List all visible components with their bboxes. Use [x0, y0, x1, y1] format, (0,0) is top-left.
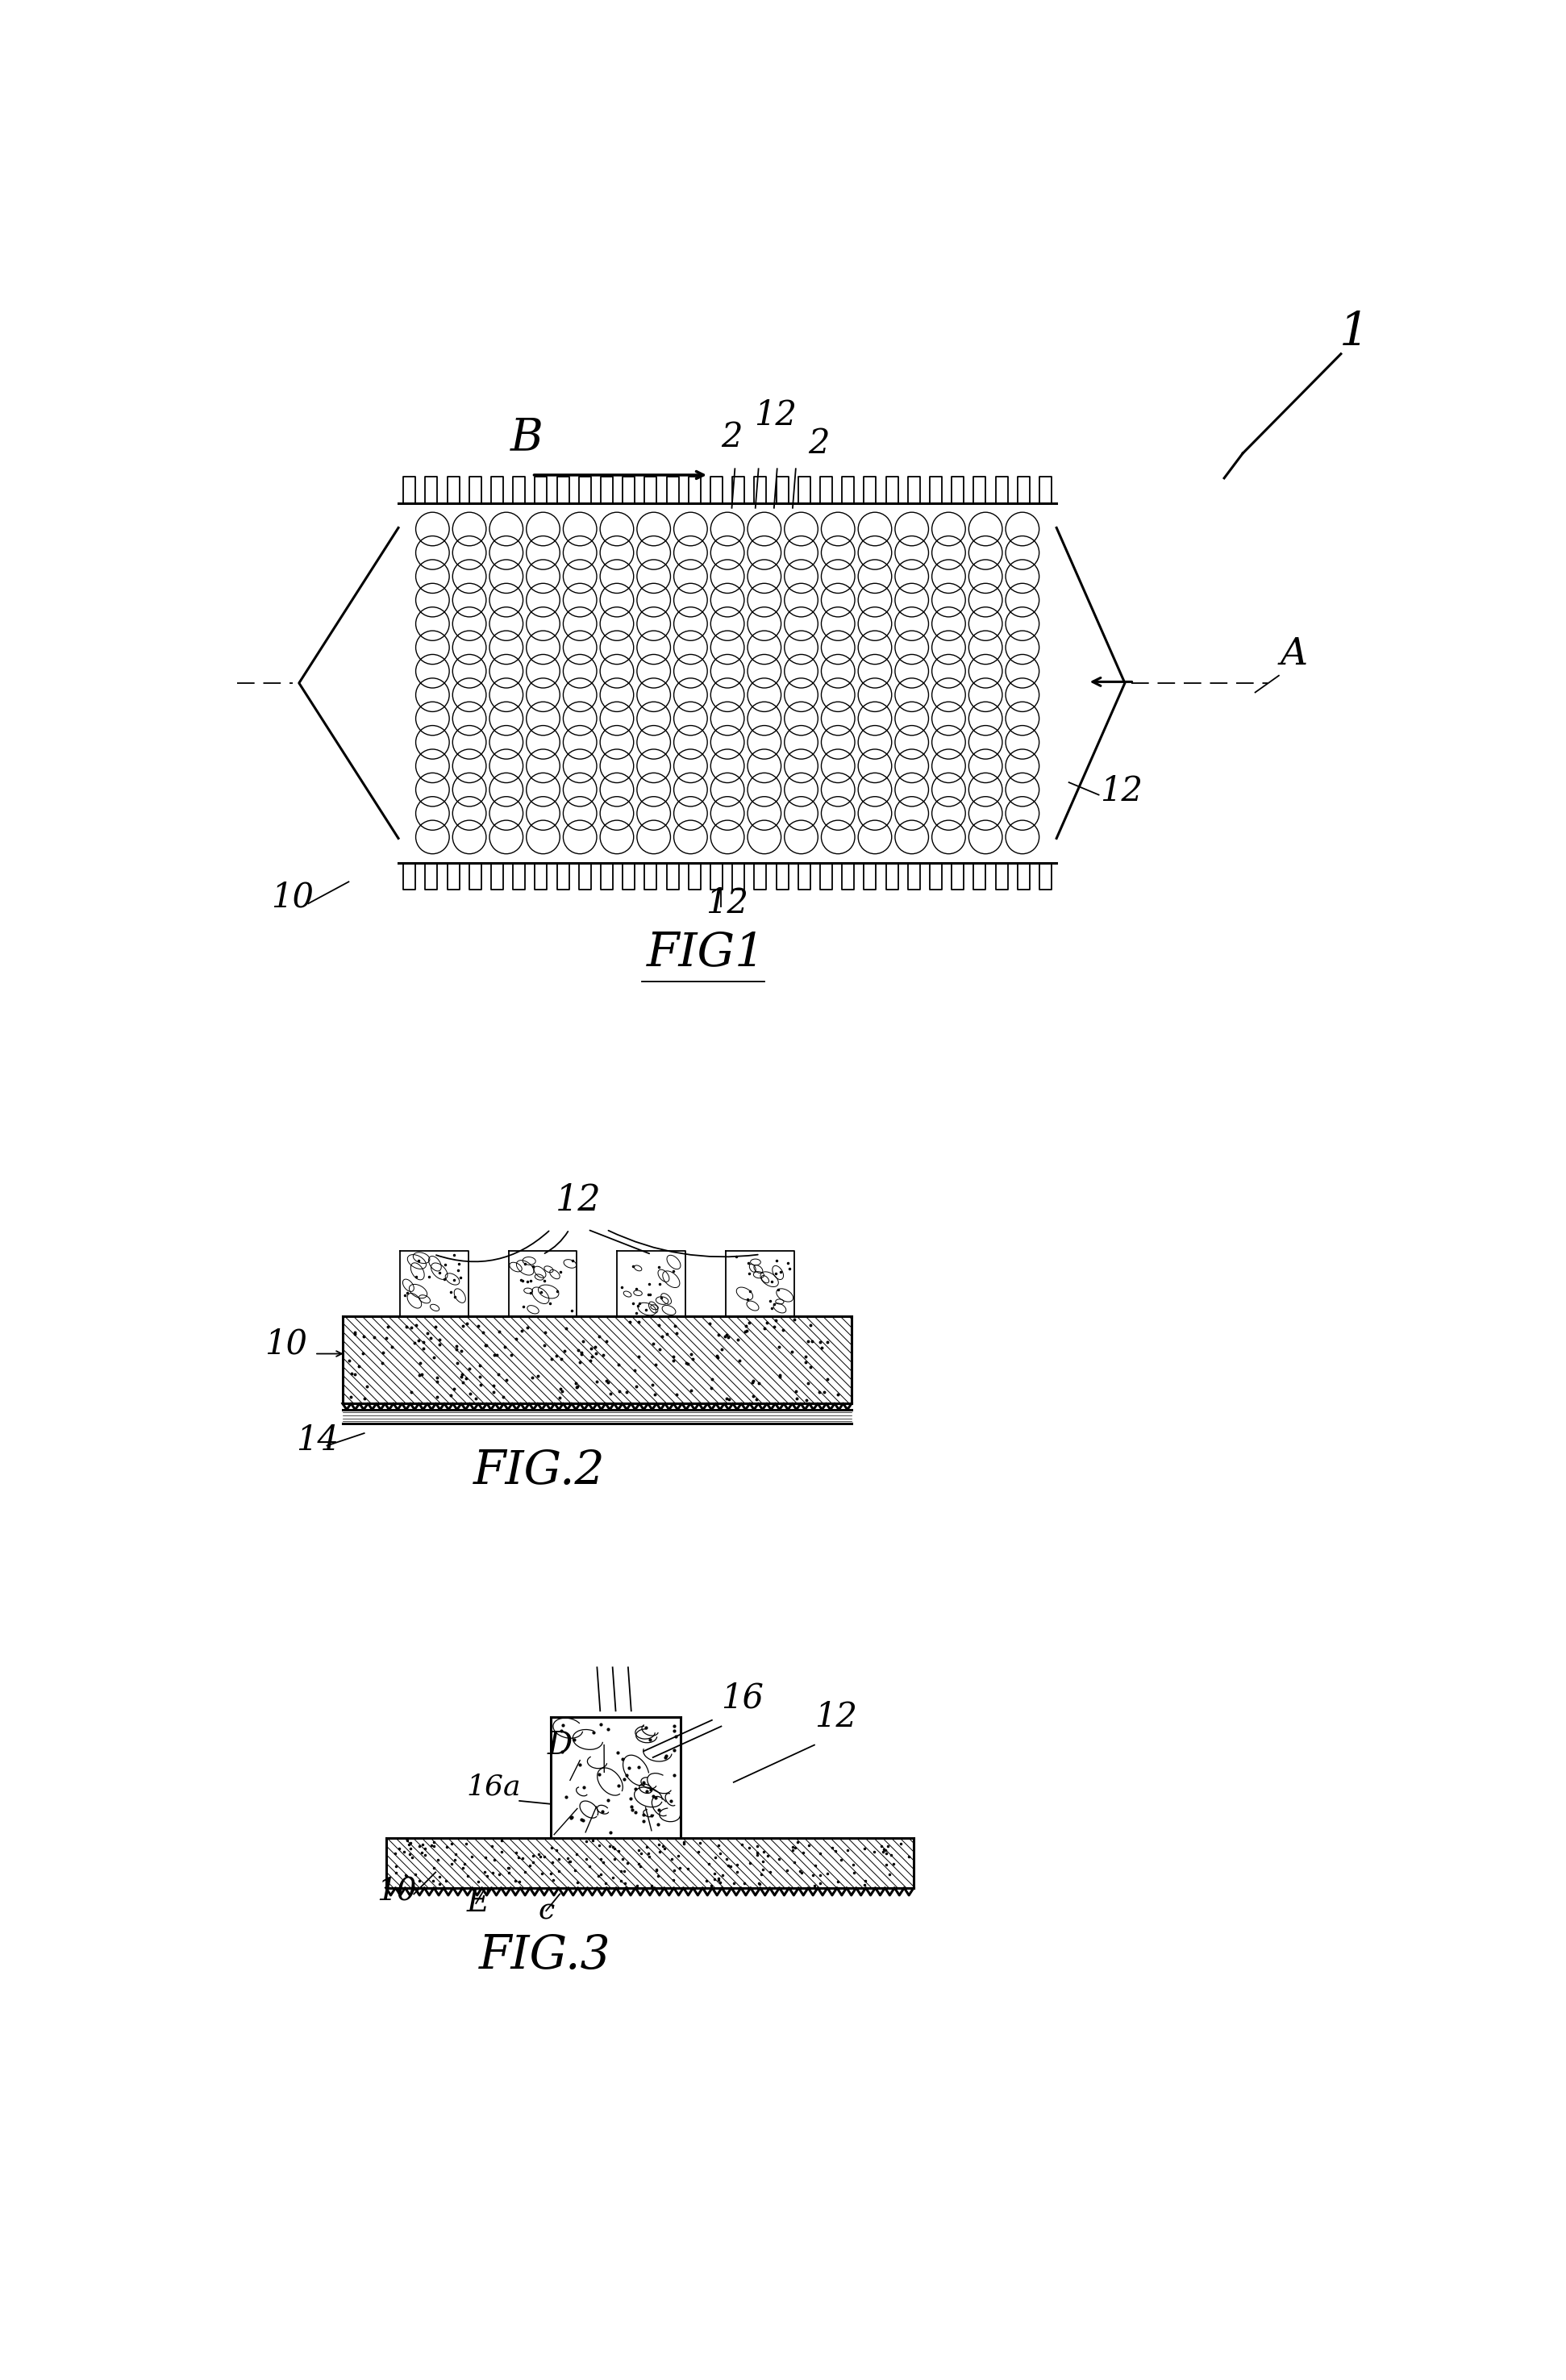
Text: FIG1: FIG1 [647, 931, 766, 976]
Text: 2: 2 [722, 421, 742, 455]
Text: 12: 12 [1099, 774, 1143, 809]
Text: 16a: 16a [467, 1773, 521, 1799]
Text: E: E [467, 1887, 490, 1918]
Text: A: A [1279, 635, 1308, 674]
Text: 10: 10 [377, 1878, 417, 1906]
Text: 14: 14 [296, 1423, 338, 1457]
Text: 2: 2 [808, 426, 830, 462]
Text: 1: 1 [1339, 309, 1370, 355]
Text: B: B [511, 416, 543, 459]
Text: c: c [539, 1897, 554, 1925]
Text: FIG.3: FIG.3 [479, 1933, 611, 1978]
Text: 12: 12 [556, 1183, 601, 1219]
Text: 12: 12 [814, 1699, 857, 1733]
Text: D: D [548, 1730, 573, 1761]
Text: 10: 10 [265, 1328, 307, 1361]
Text: 12: 12 [755, 400, 797, 433]
Text: FIG.2: FIG.2 [473, 1449, 604, 1495]
Text: 16: 16 [722, 1680, 764, 1716]
Text: 12: 12 [706, 885, 749, 921]
Text: 10: 10 [271, 881, 313, 914]
